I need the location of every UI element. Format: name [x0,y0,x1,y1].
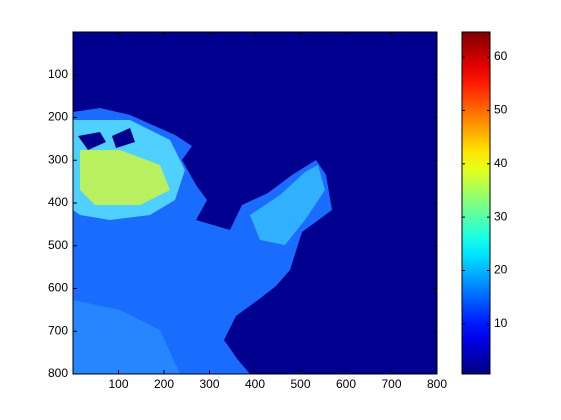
x-tick-label: 400 [245,377,265,391]
lagoon [78,128,135,150]
x-tick-label: 200 [154,377,174,391]
land-south [73,300,180,374]
x-tick-label: 700 [381,377,401,391]
x-tick-label: 600 [336,377,356,391]
colorbar-tick-label: 20 [494,263,508,277]
colorbar-tick-label: 10 [494,316,508,330]
land-warm [80,150,170,205]
colorbar-tick-label: 30 [494,209,508,223]
x-tick-label: 800 [427,377,447,391]
y-tick-label: 600 [48,281,68,295]
colorbar [461,31,491,375]
y-tick-label: 200 [48,110,68,124]
y-tick-label: 700 [48,323,68,337]
peninsula [250,165,325,245]
x-tick-label: 100 [108,377,128,391]
colorbar-tick-label: 40 [494,156,508,170]
y-tick-label: 800 [48,366,68,380]
y-tick-label: 500 [48,238,68,252]
x-tick-label: 300 [199,377,219,391]
image [73,32,437,374]
colorbar-tick-label: 50 [494,103,508,117]
y-tick-label: 100 [48,67,68,81]
y-tick-label: 400 [48,195,68,209]
x-tick-label: 500 [290,377,310,391]
y-tick-label: 300 [48,152,68,166]
colorbar-tick-label: 60 [494,49,508,63]
